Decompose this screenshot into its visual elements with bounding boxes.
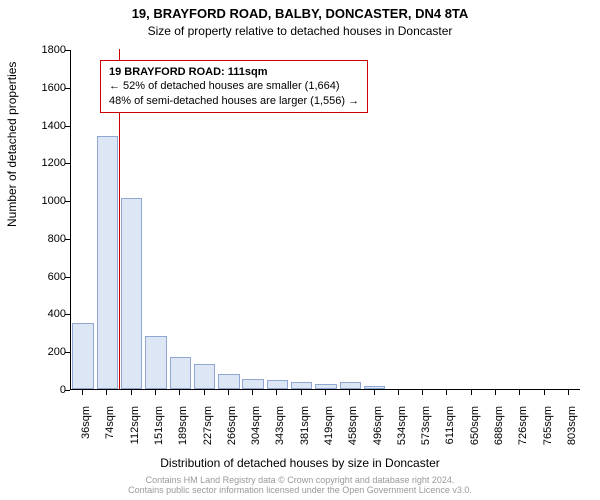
x-tick-mark: [228, 390, 229, 395]
x-tick-mark: [374, 390, 375, 395]
x-tick-mark: [155, 390, 156, 395]
x-tick-mark: [446, 390, 447, 395]
x-tick-label: 419sqm: [323, 406, 335, 450]
y-tick-mark: [65, 88, 70, 89]
y-tick-label: 200: [26, 346, 66, 358]
x-tick-label: 573sqm: [420, 406, 432, 450]
x-tick-label: 112sqm: [129, 406, 141, 450]
bar: [340, 382, 361, 389]
bar: [194, 364, 215, 389]
bar: [170, 357, 191, 389]
x-tick-mark: [82, 390, 83, 395]
x-tick-mark: [349, 390, 350, 395]
x-tick-mark: [519, 390, 520, 395]
y-tick-mark: [65, 126, 70, 127]
x-tick-mark: [252, 390, 253, 395]
y-tick-mark: [65, 277, 70, 278]
y-tick-mark: [65, 314, 70, 315]
y-axis-label: Number of detached properties: [5, 62, 19, 227]
x-tick-label: 650sqm: [469, 406, 481, 450]
x-tick-label: 803sqm: [566, 406, 578, 450]
y-tick-label: 1200: [26, 157, 66, 169]
histogram-chart: 19, BRAYFORD ROAD, BALBY, DONCASTER, DN4…: [0, 0, 600, 500]
y-tick-label: 1800: [26, 44, 66, 56]
chart-title-line2: Size of property relative to detached ho…: [0, 24, 600, 38]
x-tick-label: 381sqm: [299, 406, 311, 450]
x-tick-label: 688sqm: [493, 406, 505, 450]
y-tick-label: 800: [26, 233, 66, 245]
annotation-line2: ← 52% of detached houses are smaller (1,…: [109, 79, 359, 93]
bar: [291, 382, 312, 389]
y-tick-label: 1000: [26, 195, 66, 207]
footer-text: Contains HM Land Registry data © Crown c…: [0, 476, 600, 496]
bar: [121, 198, 142, 389]
x-tick-mark: [398, 390, 399, 395]
x-tick-mark: [204, 390, 205, 395]
footer-line2: Contains public sector information licen…: [0, 486, 600, 496]
y-tick-label: 1600: [26, 82, 66, 94]
x-tick-label: 611sqm: [444, 406, 456, 450]
x-tick-label: 304sqm: [250, 406, 262, 450]
annotation-line1: 19 BRAYFORD ROAD: 111sqm: [109, 65, 359, 79]
x-tick-mark: [276, 390, 277, 395]
y-tick-mark: [65, 50, 70, 51]
bar: [145, 336, 166, 389]
y-tick-mark: [65, 390, 70, 391]
x-axis-label: Distribution of detached houses by size …: [0, 456, 600, 470]
x-tick-mark: [471, 390, 472, 395]
x-tick-mark: [495, 390, 496, 395]
x-tick-label: 765sqm: [542, 406, 554, 450]
y-tick-label: 0: [26, 384, 66, 396]
y-tick-label: 400: [26, 308, 66, 320]
chart-title-line1: 19, BRAYFORD ROAD, BALBY, DONCASTER, DN4…: [0, 6, 600, 21]
x-tick-label: 151sqm: [153, 406, 165, 450]
x-tick-mark: [106, 390, 107, 395]
x-tick-mark: [301, 390, 302, 395]
bar: [267, 380, 288, 389]
annotation-line3: 48% of semi-detached houses are larger (…: [109, 94, 359, 108]
x-tick-label: 726sqm: [517, 406, 529, 450]
y-tick-mark: [65, 239, 70, 240]
y-tick-label: 1400: [26, 120, 66, 132]
annotation-box: 19 BRAYFORD ROAD: 111sqm ← 52% of detach…: [100, 60, 368, 113]
x-tick-label: 343sqm: [274, 406, 286, 450]
y-tick-mark: [65, 201, 70, 202]
y-tick-mark: [65, 163, 70, 164]
x-tick-mark: [422, 390, 423, 395]
x-tick-mark: [544, 390, 545, 395]
x-tick-label: 36sqm: [80, 406, 92, 450]
x-tick-label: 266sqm: [226, 406, 238, 450]
bar: [218, 374, 239, 389]
x-tick-mark: [179, 390, 180, 395]
bar: [97, 136, 118, 389]
x-tick-label: 496sqm: [372, 406, 384, 450]
x-tick-mark: [131, 390, 132, 395]
bar: [315, 384, 336, 389]
bar: [364, 386, 385, 389]
x-tick-label: 74sqm: [104, 406, 116, 450]
x-tick-mark: [568, 390, 569, 395]
x-tick-mark: [325, 390, 326, 395]
y-tick-mark: [65, 352, 70, 353]
x-tick-label: 189sqm: [177, 406, 189, 450]
bar: [72, 323, 93, 389]
y-tick-label: 600: [26, 271, 66, 283]
x-tick-label: 534sqm: [396, 406, 408, 450]
x-tick-label: 458sqm: [347, 406, 359, 450]
x-tick-label: 227sqm: [202, 406, 214, 450]
bar: [242, 379, 263, 389]
